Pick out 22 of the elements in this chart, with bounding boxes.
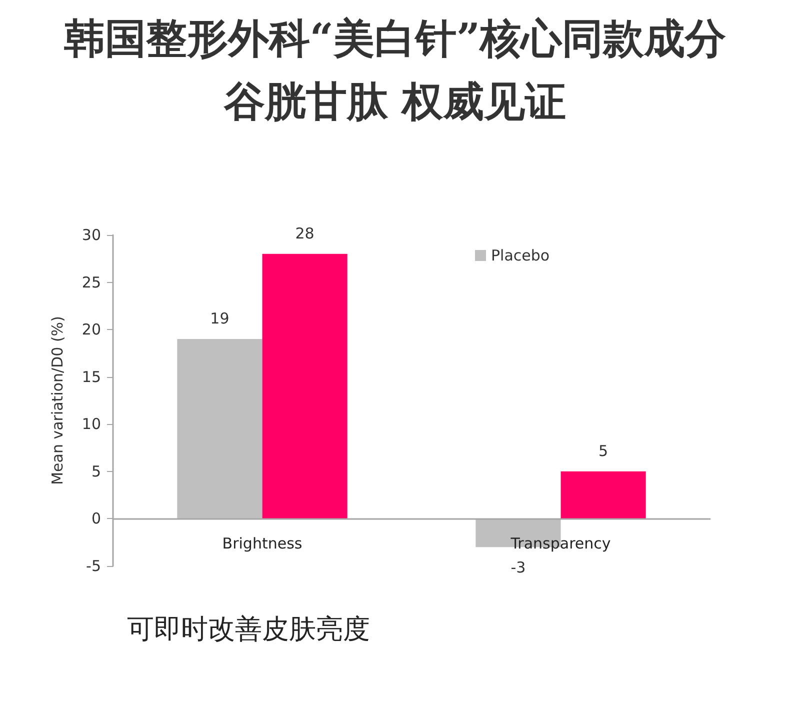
text: 可即时改善皮肤亮度 (127, 614, 370, 645)
bar (177, 339, 262, 519)
data-label: 28 (295, 224, 314, 242)
y-tick-label: 20 (82, 320, 101, 339)
chart-subtitle: 谷胱甘肽 权威见证 (222, 78, 566, 126)
y-tick-label: 5 (91, 462, 101, 480)
y-tick-label: 10 (82, 415, 101, 434)
y-tick-label: 0 (91, 510, 101, 528)
x-tick-label: Brightness (222, 534, 302, 552)
x-tick-label: Transparency (510, 534, 611, 552)
y-tick-label: 15 (82, 368, 101, 386)
data-label: -3 (510, 558, 526, 577)
legend-label: Placebo (491, 246, 550, 264)
y-axis-title: Mean variation/D0 (%) (48, 316, 66, 485)
y-tick-label: 30 (82, 226, 101, 244)
bar (560, 471, 646, 519)
chart-title: 韩国整形外科“美白针”核心同款成分 (62, 14, 726, 62)
y-tick-label: 25 (82, 273, 101, 292)
bar (262, 254, 348, 519)
y-tick-label: -5 (86, 557, 101, 575)
data-label: 5 (598, 442, 608, 460)
data-label: 19 (210, 310, 230, 328)
